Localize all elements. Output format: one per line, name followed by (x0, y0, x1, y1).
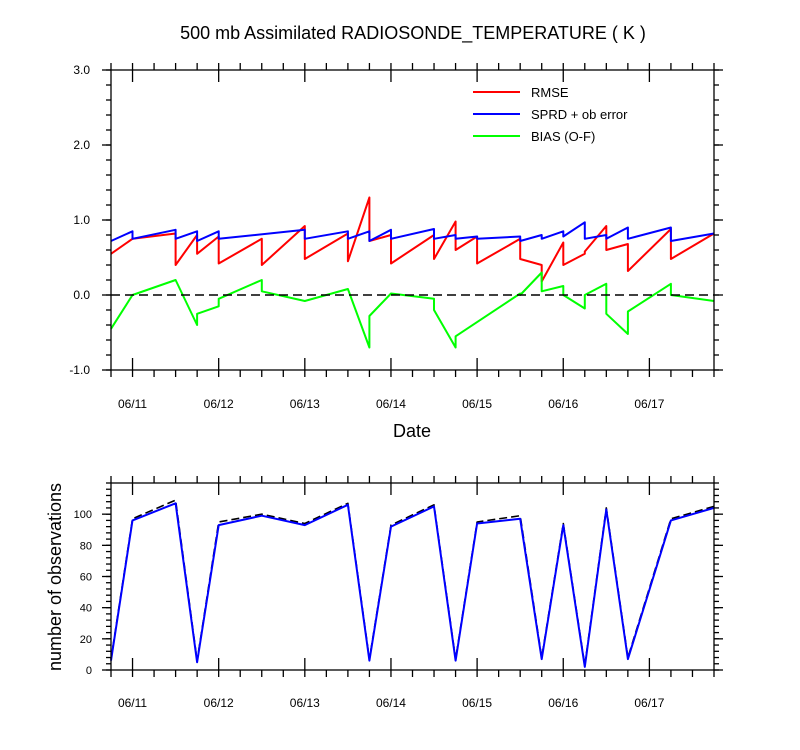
x-tick-label: 06/16 (548, 397, 578, 411)
top-plot-frame (110, 69, 715, 371)
chart-title: 500 mb Assimilated RADIOSONDE_TEMPERATUR… (180, 23, 646, 44)
legend-label: BIAS (O-F) (531, 129, 595, 144)
y-tick-label: 40 (80, 603, 92, 615)
y-tick-label: 3.0 (73, 63, 90, 77)
y-tick-label: 100 (74, 509, 92, 521)
x-tick-label: 06/13 (290, 696, 320, 710)
x-tick-label: 06/15 (462, 696, 492, 710)
series-line-sprd-ob-error (110, 221, 715, 242)
bottom-plot-frame (110, 482, 715, 671)
bottom-series-group (110, 499, 715, 668)
legend: RMSE SPRD + ob error BIAS (O-F) (473, 85, 628, 144)
x-tick-label: 06/12 (204, 397, 234, 411)
y-tick-label: 20 (80, 634, 92, 646)
x-tick-label: 06/12 (204, 696, 234, 710)
x-tick-label: 06/11 (118, 696, 147, 710)
y-axis-title-observations: number of observations (45, 483, 65, 671)
x-axis-title: Date (393, 421, 431, 441)
x-tick-label: 06/11 (118, 397, 147, 411)
bottom-panel: 06/11 06/12 06/13 06/14 06/15 06/16 06/17 0 20 40… (45, 476, 723, 710)
y-tick-label: 60 (80, 572, 92, 584)
series-line-bias-o-f (110, 271, 715, 349)
y-tick-label: -1.0 (69, 363, 90, 377)
y-tick-label: 0 (86, 665, 92, 677)
x-tick-label: 06/17 (634, 696, 664, 710)
x-tick-label: 06/16 (548, 696, 578, 710)
top-panel: 06/11 06/12 06/13 06/14 06/15 06/16 06/17 -1.0 0… (69, 63, 723, 441)
x-tick-label: 06/14 (376, 696, 406, 710)
y-tick-label: 80 (80, 540, 92, 552)
top-series-group (110, 196, 715, 349)
x-tick-label: 06/13 (290, 397, 320, 411)
x-tick-label: 06/14 (376, 397, 406, 411)
series-line-rmse (110, 196, 715, 283)
legend-label: SPRD + ob error (531, 107, 628, 122)
x-tick-label: 06/15 (462, 397, 492, 411)
y-tick-label: 0.0 (73, 288, 90, 302)
y-tick-label: 2.0 (73, 138, 90, 152)
legend-label: RMSE (531, 85, 569, 100)
series-line-assimilated-observations (110, 502, 715, 668)
x-tick-label: 06/17 (634, 397, 664, 411)
bottom-axis-ticks: 06/11 06/12 06/13 06/14 06/15 06/16 06/17 0 20 40… (74, 476, 723, 710)
y-tick-label: 1.0 (73, 213, 90, 227)
top-axis-ticks: 06/11 06/12 06/13 06/14 06/15 06/16 06/17 -1.0 0… (69, 63, 723, 411)
